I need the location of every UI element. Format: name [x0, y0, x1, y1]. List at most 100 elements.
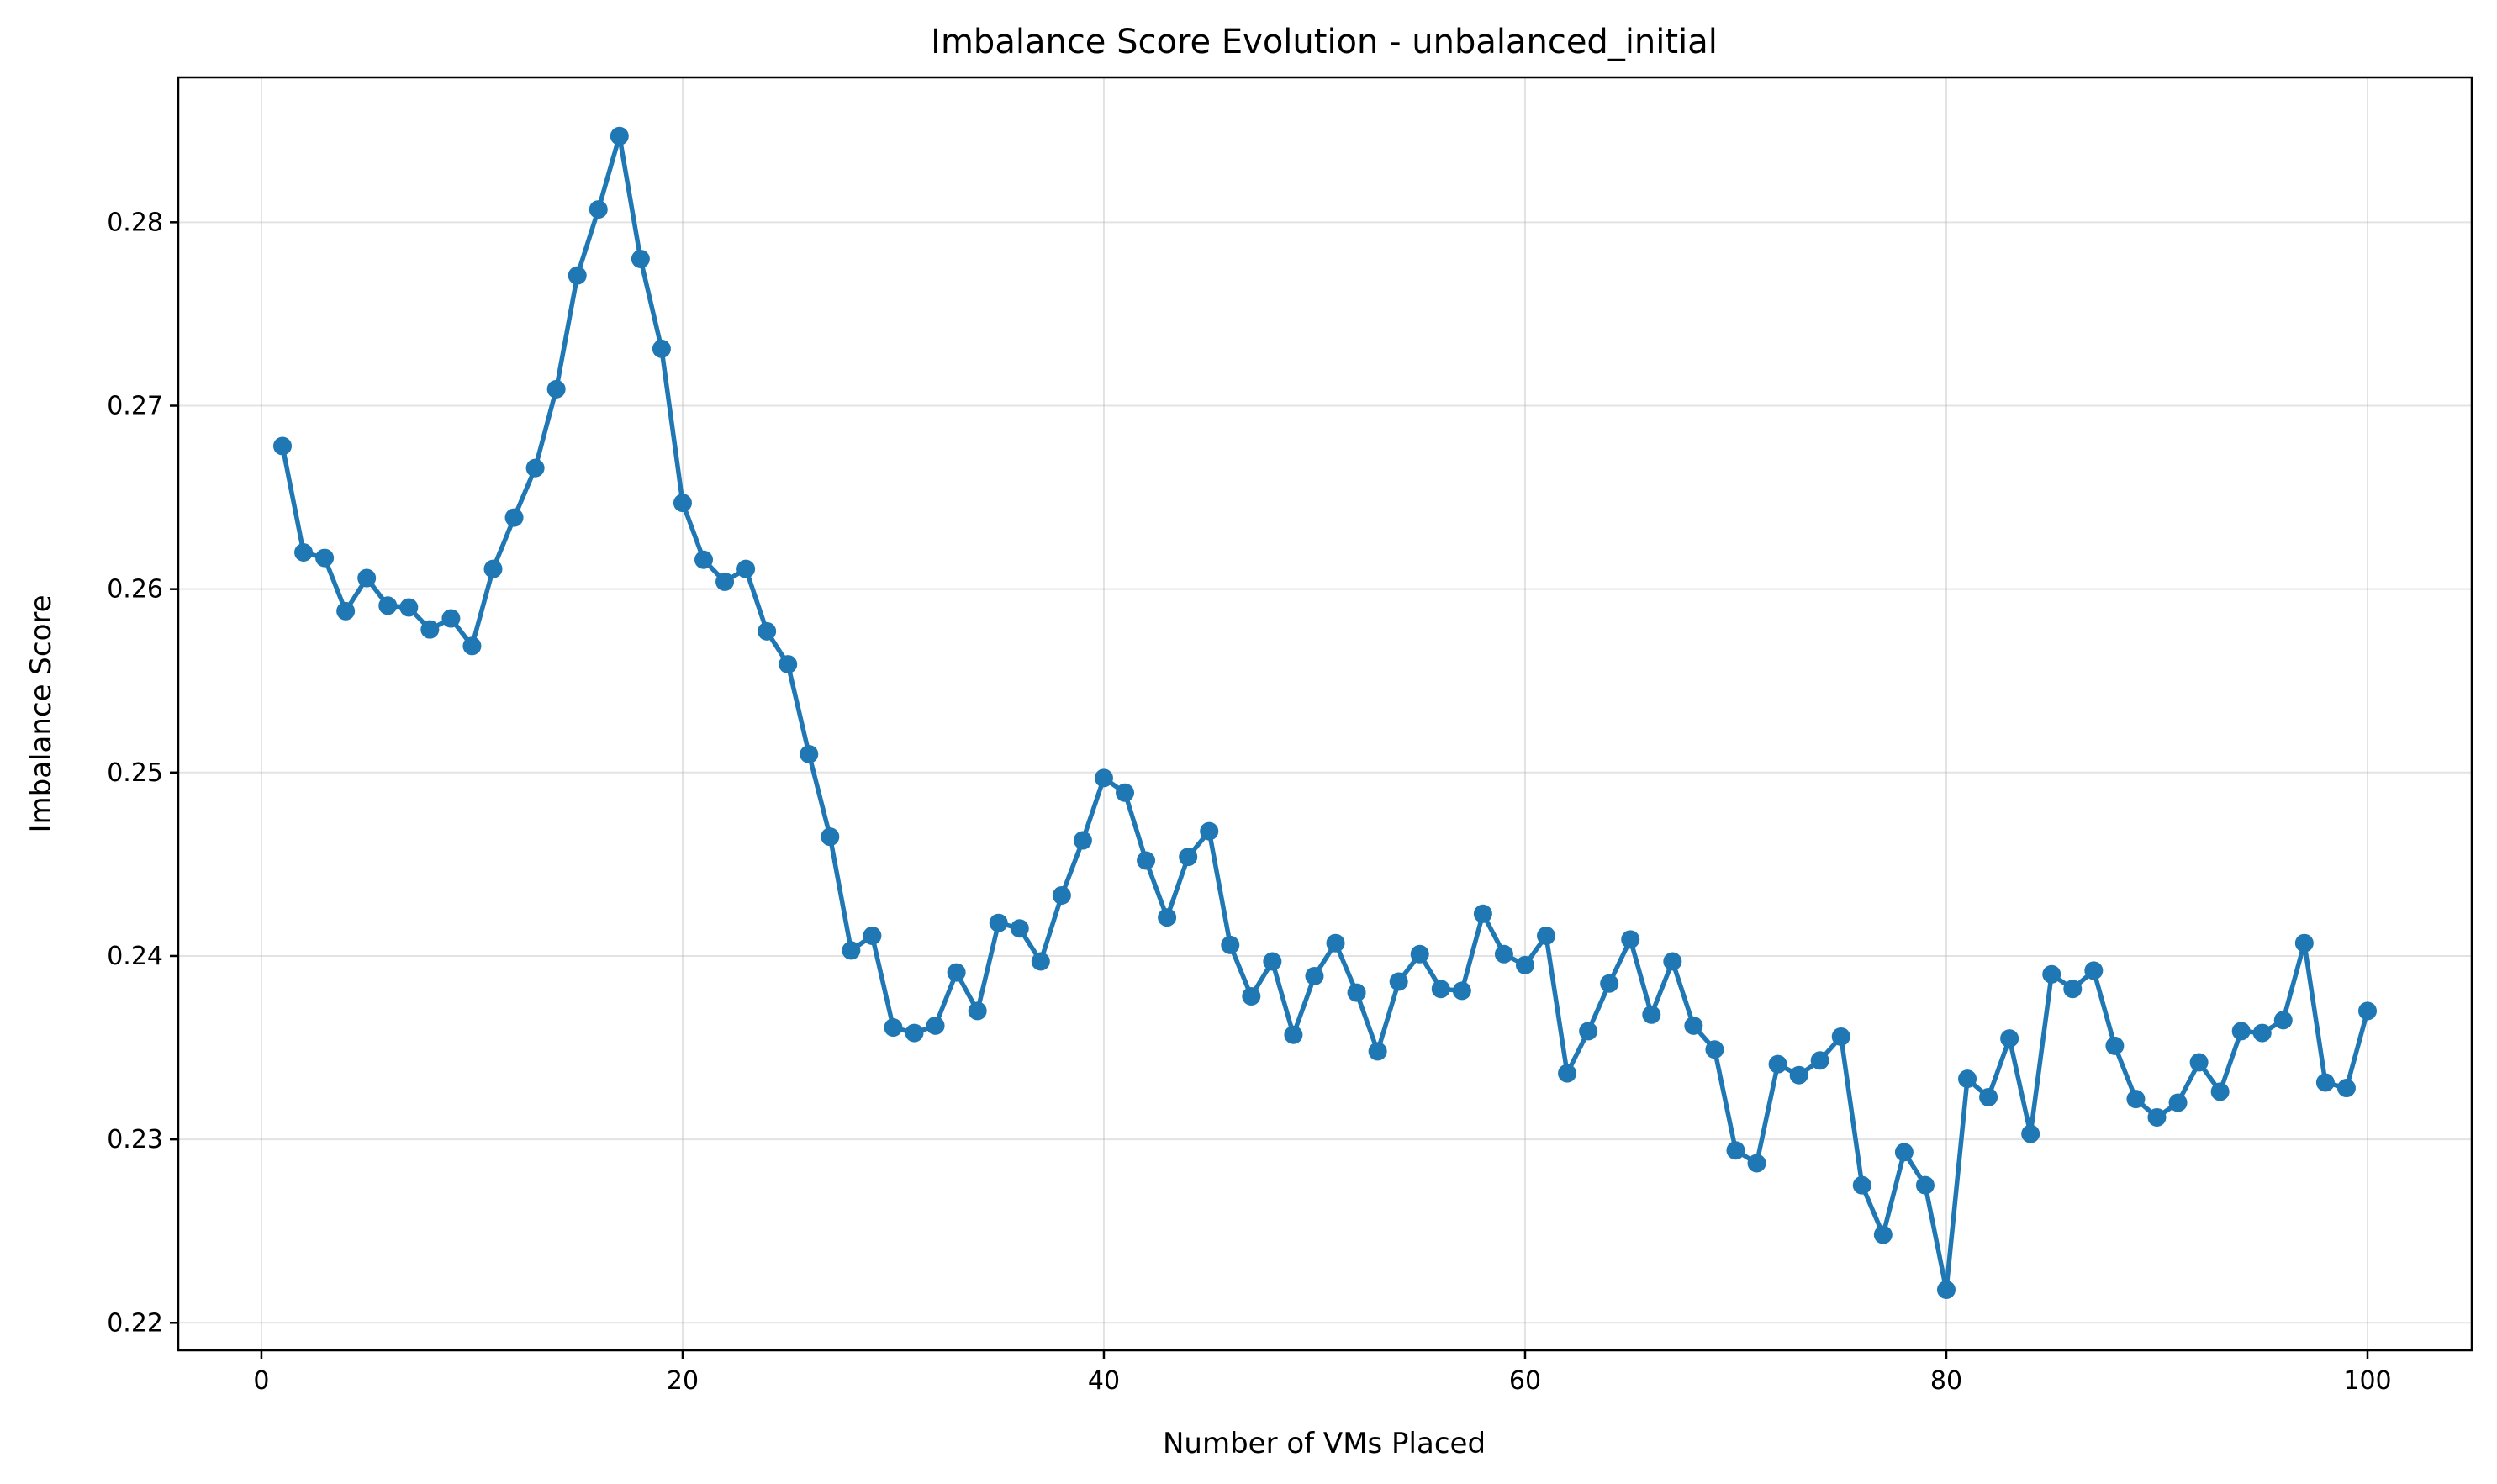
data-point — [884, 1018, 903, 1038]
data-point — [2210, 1082, 2230, 1101]
data-point — [863, 926, 882, 945]
data-point — [1010, 919, 1029, 938]
data-point — [441, 609, 461, 628]
data-point — [1621, 930, 1640, 949]
data-point — [273, 436, 292, 456]
y-axis-label: Imbalance Score — [24, 594, 58, 832]
y-tick-label: 0.23 — [107, 1125, 163, 1154]
data-point — [1221, 935, 1240, 954]
data-point — [568, 266, 587, 285]
y-tick-label: 0.22 — [107, 1308, 163, 1338]
data-point — [968, 1001, 987, 1021]
data-point — [1031, 952, 1050, 971]
data-point — [1052, 885, 1071, 905]
data-point — [758, 621, 777, 641]
data-point — [2273, 1011, 2293, 1030]
data-point — [462, 636, 482, 656]
data-point — [1326, 933, 1345, 953]
data-point — [1831, 1027, 1850, 1046]
data-point — [1284, 1025, 1303, 1044]
y-axis: 0.22 0.23 0.24 0.25 0.26 0.27 0.28 — [107, 208, 178, 1338]
data-point — [1747, 1154, 1766, 1173]
data-point — [1810, 1051, 1829, 1070]
data-point — [2063, 980, 2083, 999]
data-point — [2042, 964, 2061, 984]
data-point — [2084, 961, 2104, 980]
x-axis-label: Number of VMs Placed — [1163, 1427, 1486, 1460]
x-gridlines — [260, 77, 2368, 1350]
data-point — [1242, 986, 1261, 1006]
axes-frame — [177, 76, 2473, 1352]
data-point — [1958, 1069, 1977, 1089]
x-tick-label: 60 — [1509, 1366, 1541, 1396]
data-point — [336, 601, 356, 621]
data-point — [1789, 1065, 1808, 1085]
data-point — [1979, 1087, 1998, 1106]
data-point — [1558, 1064, 1577, 1083]
data-point — [1116, 783, 1135, 802]
data-point — [2147, 1107, 2167, 1127]
data-point — [610, 126, 629, 145]
data-point — [1494, 944, 1513, 964]
data-point — [525, 458, 545, 478]
data-point — [736, 559, 756, 578]
data-point — [1579, 1022, 1598, 1041]
x-axis: 0 20 40 60 80 100 — [253, 1350, 2392, 1396]
data-point — [1452, 981, 1471, 1001]
data-point — [1537, 926, 1556, 945]
data-point — [2336, 1079, 2356, 1098]
data-point — [1915, 1175, 1935, 1195]
data-point — [2315, 1073, 2335, 1092]
data-point — [652, 339, 671, 358]
data-point — [2252, 1023, 2272, 1043]
data-point — [294, 543, 314, 562]
data-point — [357, 568, 377, 588]
x-tick-label: 80 — [1930, 1366, 1962, 1396]
data-point — [800, 744, 819, 763]
data-point — [842, 941, 861, 960]
data-point — [821, 827, 840, 847]
data-point — [2231, 1022, 2251, 1041]
data-point — [1305, 966, 1324, 985]
data-point — [2189, 1053, 2209, 1072]
y-tick-label: 0.28 — [107, 208, 163, 237]
data-point — [1936, 1281, 1956, 1300]
y-gridlines — [178, 221, 2472, 1324]
x-tick-label: 100 — [2343, 1366, 2391, 1396]
data-point — [1200, 821, 1219, 841]
y-tick-label: 0.27 — [107, 391, 163, 420]
series-line — [280, 134, 2370, 1292]
data-point — [1642, 1005, 1661, 1024]
data-point — [2126, 1090, 2146, 1109]
data-point — [1368, 1042, 1387, 1061]
data-point — [779, 655, 798, 674]
data-point — [1410, 944, 1429, 964]
data-point — [2358, 1001, 2377, 1021]
data-point — [1347, 983, 1366, 1002]
data-point — [1515, 955, 1534, 974]
data-point — [1684, 1016, 1703, 1035]
data-point — [715, 572, 735, 591]
data-point — [546, 379, 566, 399]
data-point — [631, 249, 650, 268]
data-point — [2105, 1036, 2125, 1055]
data-point — [1431, 980, 1450, 999]
plot-background — [178, 77, 2472, 1350]
data-point — [1663, 952, 1682, 971]
data-point — [2000, 1029, 2019, 1048]
data-point — [504, 508, 524, 527]
series-layer — [273, 126, 2377, 1300]
y-tick-label: 0.24 — [107, 942, 163, 971]
data-point — [420, 620, 440, 639]
data-point — [1726, 1141, 1745, 1160]
y-tick-label: 0.25 — [107, 758, 163, 788]
plot-area — [177, 76, 2473, 1352]
x-tick-label: 20 — [667, 1366, 699, 1396]
data-point — [399, 598, 419, 617]
data-point — [1873, 1225, 1893, 1244]
data-point — [1094, 768, 1113, 788]
data-point — [1137, 851, 1156, 870]
data-point — [989, 913, 1008, 932]
data-point — [1073, 831, 1092, 850]
data-point — [1768, 1054, 1787, 1074]
